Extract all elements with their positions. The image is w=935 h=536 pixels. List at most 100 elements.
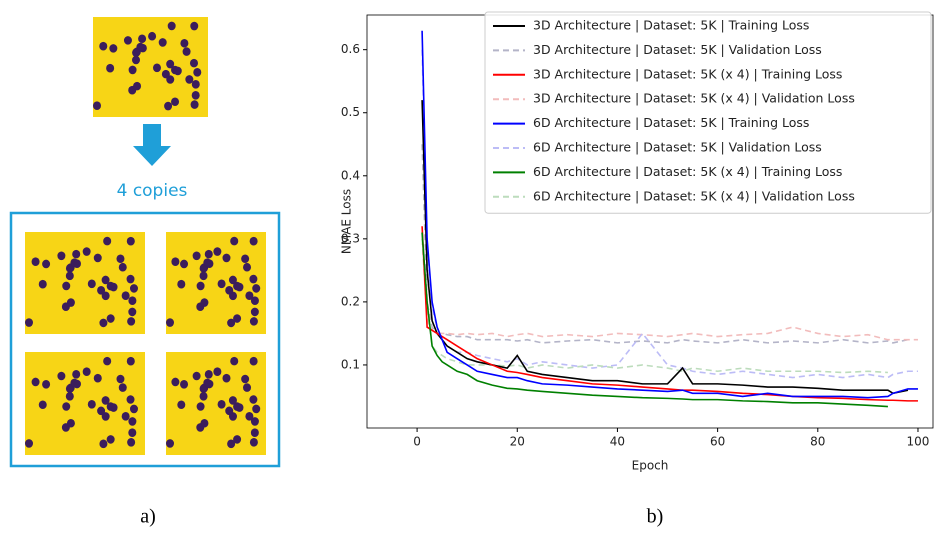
pattern-tile bbox=[166, 232, 266, 334]
y-tick-label: 0.1 bbox=[341, 357, 360, 371]
dot bbox=[106, 63, 115, 73]
dot bbox=[249, 395, 258, 404]
dot bbox=[204, 249, 213, 259]
dot bbox=[245, 291, 254, 301]
dot bbox=[31, 257, 40, 267]
dot bbox=[126, 236, 135, 246]
dot bbox=[138, 34, 147, 44]
dot bbox=[241, 254, 250, 264]
dot bbox=[93, 101, 102, 111]
dot bbox=[171, 97, 180, 107]
dot bbox=[97, 285, 106, 295]
legend-label: 6D Architecture | Dataset: 5K | Training… bbox=[533, 115, 809, 130]
legend-label: 6D Architecture | Dataset: 5K (x 4) | Va… bbox=[533, 188, 855, 203]
dot bbox=[173, 66, 182, 76]
dot bbox=[109, 403, 118, 412]
caption-b: b) bbox=[647, 506, 664, 528]
dot bbox=[99, 41, 108, 51]
legend-box bbox=[484, 11, 932, 214]
dot bbox=[230, 236, 239, 246]
dot bbox=[180, 259, 189, 269]
dot bbox=[57, 371, 66, 381]
dot bbox=[128, 296, 137, 306]
dot bbox=[109, 282, 118, 292]
dot bbox=[118, 383, 127, 392]
x-tick-label: 80 bbox=[810, 435, 825, 449]
caption-a: a) bbox=[140, 506, 156, 528]
dot bbox=[87, 279, 96, 289]
legend-label: 6D Architecture | Dataset: 5K (x 4) | Tr… bbox=[533, 164, 842, 179]
dot bbox=[250, 307, 259, 317]
legend-label: 3D Architecture | Dataset: 5K | Training… bbox=[533, 18, 809, 33]
dot bbox=[228, 396, 237, 405]
dot bbox=[252, 404, 261, 414]
dot bbox=[225, 285, 234, 295]
dot bbox=[250, 428, 259, 438]
dot bbox=[180, 379, 189, 389]
dot bbox=[57, 251, 66, 261]
dot bbox=[82, 367, 91, 377]
dot bbox=[196, 402, 205, 411]
dot bbox=[106, 314, 115, 323]
dot bbox=[249, 317, 258, 326]
dot bbox=[166, 59, 175, 69]
chart: 0 20 40 60 80 100 0.1 0.2 0.3 0.4 0.5 0.6 Epoch NMAE … bbox=[340, 11, 934, 473]
legend-label: 3D Architecture | Dataset: 5K | Validati… bbox=[533, 42, 822, 57]
dot bbox=[99, 439, 108, 449]
dot bbox=[245, 412, 254, 421]
dot bbox=[128, 65, 137, 75]
dot bbox=[185, 75, 194, 84]
x-tick-label: 40 bbox=[610, 435, 625, 449]
y-tick-label: 0.6 bbox=[341, 42, 360, 56]
dot bbox=[62, 281, 71, 291]
dot bbox=[233, 435, 242, 444]
dot bbox=[101, 396, 110, 405]
dot bbox=[42, 259, 51, 269]
dot bbox=[116, 374, 125, 384]
dot bbox=[136, 42, 145, 52]
dot bbox=[148, 31, 157, 41]
x-tick-label: 60 bbox=[710, 435, 725, 449]
dot bbox=[128, 307, 137, 317]
dot bbox=[65, 384, 74, 393]
dot bbox=[177, 279, 186, 289]
dot bbox=[249, 356, 258, 366]
dot bbox=[203, 258, 212, 267]
dot bbox=[93, 373, 102, 383]
dot bbox=[249, 236, 258, 246]
dot bbox=[190, 21, 199, 31]
pattern-tile bbox=[166, 352, 266, 455]
dot bbox=[128, 428, 137, 438]
dot bbox=[200, 418, 209, 428]
dot bbox=[65, 264, 74, 273]
dot bbox=[103, 356, 112, 366]
dot bbox=[131, 55, 140, 65]
dot bbox=[213, 367, 222, 377]
dot bbox=[66, 418, 75, 428]
dot bbox=[222, 373, 231, 383]
y-tick-label: 0.2 bbox=[341, 294, 360, 308]
dot bbox=[249, 274, 258, 284]
dot bbox=[228, 275, 237, 285]
dot bbox=[243, 262, 252, 272]
dot bbox=[166, 439, 175, 448]
dot bbox=[103, 236, 112, 246]
y-tick-label: 0.5 bbox=[341, 105, 360, 119]
dot bbox=[250, 296, 259, 306]
dot bbox=[225, 406, 234, 416]
dot bbox=[128, 417, 137, 426]
dot bbox=[161, 69, 170, 79]
dot bbox=[82, 247, 91, 256]
arrow bbox=[133, 124, 171, 166]
dot bbox=[127, 317, 136, 326]
dot bbox=[116, 254, 125, 264]
dot bbox=[192, 371, 201, 381]
copies-label: 4 copies bbox=[117, 181, 188, 201]
dot bbox=[129, 404, 138, 414]
series-line bbox=[421, 238, 918, 341]
dot bbox=[203, 378, 212, 388]
dot bbox=[25, 439, 34, 448]
dot bbox=[217, 400, 226, 409]
dot bbox=[123, 36, 132, 45]
